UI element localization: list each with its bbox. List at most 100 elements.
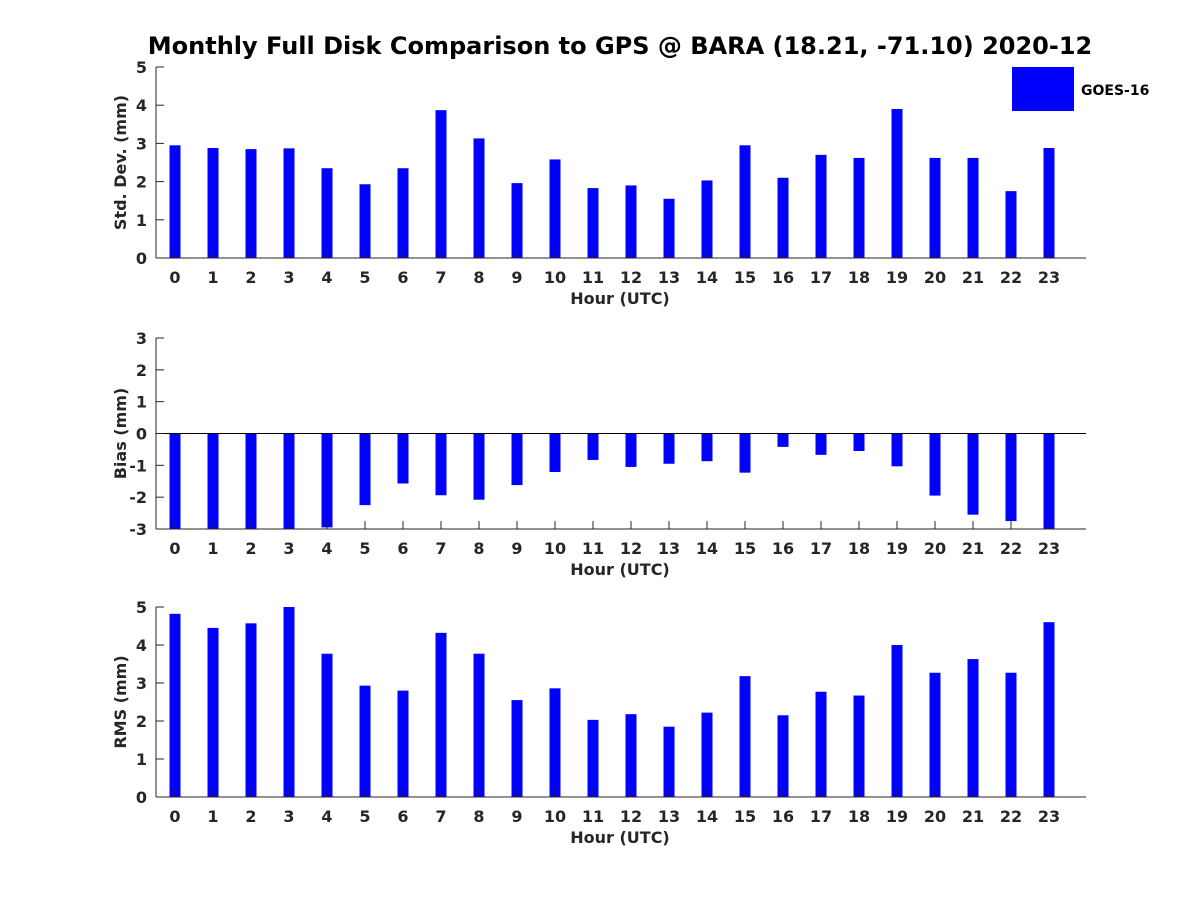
- stddev-bar-hour-7: [435, 110, 447, 258]
- bias-bar-hour-20: [929, 433, 941, 496]
- stddev-y-tick-label: 0: [136, 249, 147, 268]
- stddev-bar-hour-16: [777, 177, 789, 258]
- bias-x-tick-label: 10: [544, 539, 566, 558]
- stddev-x-tick-label: 0: [169, 268, 180, 287]
- rms-bar-hour-17: [815, 691, 827, 797]
- rms-x-axis-label: Hour (UTC): [570, 828, 670, 847]
- stddev-x-tick-label: 14: [696, 268, 718, 287]
- bias-bar-hour-3: [283, 433, 295, 529]
- rms-bar-hour-6: [397, 690, 409, 797]
- bias-y-tick-label: 0: [136, 425, 147, 444]
- bias-bar-hour-11: [587, 433, 599, 460]
- bias-bar-hour-5: [359, 433, 371, 506]
- rms-bar-hour-0: [169, 613, 181, 797]
- rms-x-tick-label: 5: [359, 807, 370, 826]
- rms-x-tick-label: 9: [511, 807, 522, 826]
- rms-bar-hour-13: [663, 726, 675, 797]
- stddev-x-tick-label: 6: [397, 268, 408, 287]
- stddev-bar-hour-21: [967, 157, 979, 258]
- stddev-y-tick-label: 4: [136, 96, 147, 115]
- stddev-x-tick-label: 18: [848, 268, 870, 287]
- bias-y-tick-label: 2: [136, 361, 147, 380]
- rms-x-tick-label: 10: [544, 807, 566, 826]
- stddev-y-tick-label: 2: [136, 173, 147, 192]
- stddev-bar-hour-13: [663, 198, 675, 258]
- bias-x-tick-label: 17: [810, 539, 832, 558]
- stddev-x-tick-label: 13: [658, 268, 680, 287]
- bias-x-tick-label: 16: [772, 539, 794, 558]
- bias-x-tick-label: 22: [1000, 539, 1022, 558]
- bias-bar-hour-0: [169, 433, 181, 529]
- stddev-x-tick-label: 11: [582, 268, 604, 287]
- stddev-bar-hour-4: [321, 168, 333, 258]
- bias-x-tick-label: 2: [245, 539, 256, 558]
- stddev-bar-hour-5: [359, 184, 371, 258]
- rms-bar-hour-21: [967, 659, 979, 797]
- bias-bar-hour-1: [207, 433, 219, 529]
- bias-x-tick-label: 12: [620, 539, 642, 558]
- stddev-bar-hour-2: [245, 149, 257, 258]
- stddev-x-tick-label: 16: [772, 268, 794, 287]
- rms-x-tick-label: 11: [582, 807, 604, 826]
- rms-y-tick-label: 4: [136, 636, 147, 655]
- rms-bar-hour-16: [777, 715, 789, 797]
- rms-x-tick-label: 12: [620, 807, 642, 826]
- rms-bar-hour-23: [1043, 622, 1055, 797]
- rms-y-tick-label: 1: [136, 750, 147, 769]
- rms-bar-hour-2: [245, 623, 257, 797]
- stddev-bar-hour-19: [891, 109, 903, 259]
- rms-bar-hour-22: [1005, 672, 1017, 797]
- bias-x-tick-label: 7: [435, 539, 446, 558]
- bias-y-tick-label: 1: [136, 393, 147, 412]
- stddev-x-tick-label: 15: [734, 268, 756, 287]
- rms-x-tick-label: 17: [810, 807, 832, 826]
- rms-bar-hour-7: [435, 632, 447, 797]
- bias-x-tick-label: 14: [696, 539, 718, 558]
- stddev-x-tick-label: 2: [245, 268, 256, 287]
- bias-bar-hour-23: [1043, 433, 1055, 529]
- rms-x-tick-label: 1: [207, 807, 218, 826]
- bias-bar-hour-18: [853, 433, 865, 452]
- stddev-y-tick-label: 1: [136, 211, 147, 230]
- rms-y-tick-label: 5: [136, 598, 147, 617]
- bias-x-tick-label: 15: [734, 539, 756, 558]
- stddev-x-tick-label: 10: [544, 268, 566, 287]
- stddev-bar-hour-0: [169, 145, 181, 258]
- rms-x-tick-label: 13: [658, 807, 680, 826]
- bias-x-tick-label: 8: [473, 539, 484, 558]
- bias-bar-hour-13: [663, 433, 675, 464]
- chart-title: Monthly Full Disk Comparison to GPS @ BA…: [148, 32, 1092, 60]
- bias-bar-hour-21: [967, 433, 979, 515]
- rms-x-tick-label: 8: [473, 807, 484, 826]
- rms-x-tick-label: 0: [169, 807, 180, 826]
- bias-x-tick-label: 19: [886, 539, 908, 558]
- stddev-bar-hour-14: [701, 180, 713, 258]
- bias-y-axis-label: Bias (mm): [111, 388, 130, 480]
- stddev-x-tick-label: 4: [321, 268, 332, 287]
- rms-y-tick-label: 3: [136, 674, 147, 693]
- stddev-x-tick-label: 8: [473, 268, 484, 287]
- rms-x-tick-label: 2: [245, 807, 256, 826]
- rms-bar-hour-14: [701, 712, 713, 797]
- bias-bar-hour-19: [891, 433, 903, 467]
- bias-bar-hour-4: [321, 433, 333, 528]
- bias-bar-hour-10: [549, 433, 561, 473]
- bias-bar-hour-17: [815, 433, 827, 455]
- bias-x-tick-label: 11: [582, 539, 604, 558]
- rms-x-tick-label: 4: [321, 807, 332, 826]
- rms-bar-hour-8: [473, 653, 485, 797]
- bias-x-tick-label: 4: [321, 539, 332, 558]
- rms-y-tick-label: 0: [136, 788, 147, 807]
- rms-x-tick-label: 20: [924, 807, 946, 826]
- rms-bar-hour-10: [549, 688, 561, 797]
- stddev-x-tick-label: 3: [283, 268, 294, 287]
- legend: GOES-16: [1012, 67, 1149, 111]
- stddev-bar-hour-18: [853, 157, 865, 258]
- rms-bar-hour-20: [929, 672, 941, 797]
- rms-x-tick-label: 3: [283, 807, 294, 826]
- rms-bar-hour-3: [283, 607, 295, 797]
- bias-bar-hour-15: [739, 433, 751, 473]
